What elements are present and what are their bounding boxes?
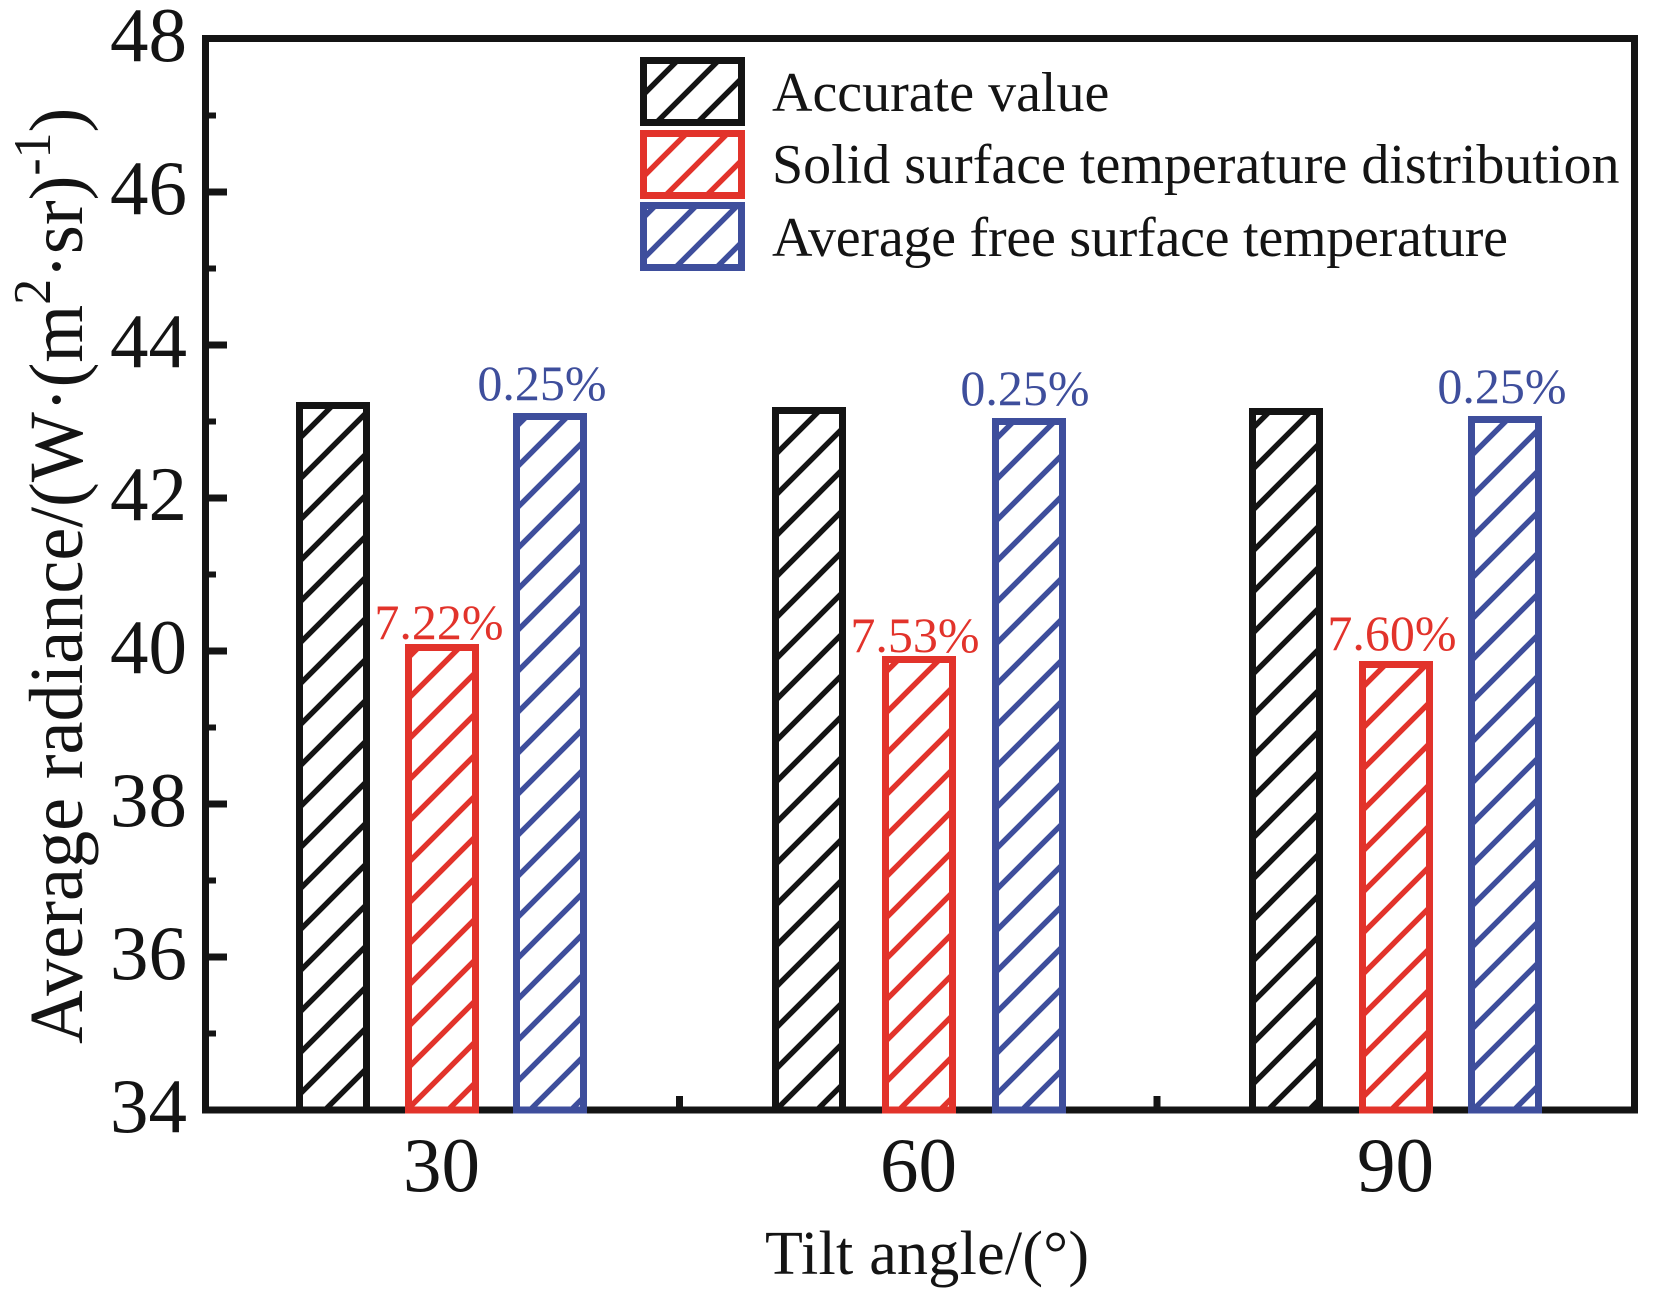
svg-text:36: 36 [110, 910, 187, 996]
svg-text:Average free surface temperatu: Average free surface temperature [772, 207, 1508, 269]
svg-text:30: 30 [403, 1122, 480, 1208]
svg-text:Tilt angle/(°): Tilt angle/(°) [765, 1220, 1089, 1288]
svg-text:Average radiance/(W·(m2·sr)-1): Average radiance/(W·(m2·sr)-1) [3, 108, 99, 1044]
svg-text:60: 60 [880, 1122, 957, 1208]
svg-text:42: 42 [110, 451, 187, 537]
svg-text:0.25%: 0.25% [960, 360, 1089, 416]
svg-text:0.25%: 0.25% [477, 355, 606, 411]
svg-text:90: 90 [1357, 1122, 1434, 1208]
svg-text:34: 34 [110, 1063, 187, 1149]
svg-text:7.53%: 7.53% [850, 607, 979, 663]
svg-text:7.60%: 7.60% [1327, 605, 1456, 661]
svg-text:Solid surface temperature dist: Solid surface temperature distribution [772, 134, 1620, 196]
svg-text:46: 46 [110, 145, 187, 231]
svg-text:48: 48 [110, 0, 187, 78]
svg-text:44: 44 [110, 298, 187, 384]
svg-text:0.25%: 0.25% [1437, 358, 1566, 414]
svg-text:38: 38 [110, 757, 187, 843]
svg-text:Accurate value: Accurate value [772, 62, 1109, 124]
svg-text:7.22%: 7.22% [374, 594, 503, 650]
svg-text:40: 40 [110, 604, 187, 690]
